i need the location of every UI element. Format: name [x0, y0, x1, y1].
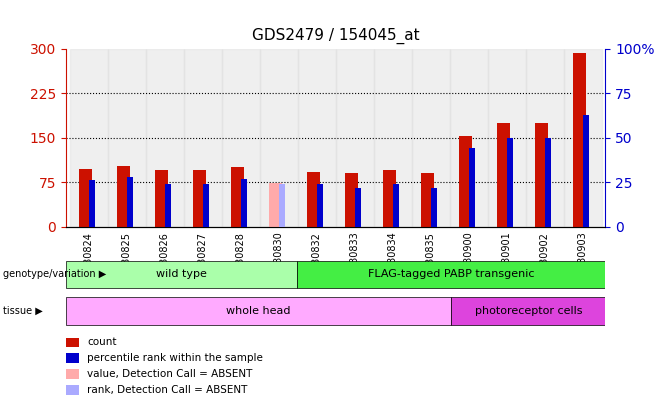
Bar	[420, 173, 434, 227]
Bar	[222, 49, 260, 227]
Bar	[165, 184, 170, 227]
Bar	[355, 188, 361, 227]
Bar	[307, 172, 320, 227]
Bar	[449, 49, 488, 227]
Bar	[297, 49, 336, 227]
Bar	[66, 369, 79, 379]
Bar	[431, 188, 436, 227]
Bar	[260, 49, 297, 227]
Bar	[184, 49, 222, 227]
Bar	[534, 123, 548, 227]
Bar	[155, 171, 168, 227]
Bar	[66, 297, 451, 324]
Bar	[66, 354, 79, 363]
Text: genotype/variation ▶: genotype/variation ▶	[3, 269, 107, 279]
Text: whole head: whole head	[226, 306, 291, 316]
Text: percentile rank within the sample: percentile rank within the sample	[88, 353, 263, 363]
Bar	[145, 49, 184, 227]
Text: tissue ▶: tissue ▶	[3, 306, 43, 316]
Bar	[374, 49, 411, 227]
Text: wild type: wild type	[156, 269, 207, 279]
Bar	[451, 297, 605, 324]
Bar	[488, 49, 526, 227]
Text: count: count	[88, 337, 117, 347]
Bar	[70, 49, 108, 227]
Bar	[78, 168, 92, 227]
Bar	[526, 49, 563, 227]
Bar	[411, 49, 449, 227]
Bar	[279, 184, 284, 227]
Bar	[108, 49, 145, 227]
Text: value, Detection Call = ABSENT: value, Detection Call = ABSENT	[88, 369, 253, 379]
Bar	[459, 136, 472, 227]
Bar	[193, 171, 206, 227]
Bar	[230, 167, 244, 227]
Bar	[116, 166, 130, 227]
Bar	[563, 49, 601, 227]
Bar	[66, 385, 79, 395]
Bar	[268, 183, 282, 227]
Bar	[336, 49, 374, 227]
Bar	[89, 181, 95, 227]
Bar	[345, 173, 358, 227]
Bar	[127, 177, 132, 227]
Bar	[497, 123, 510, 227]
Bar	[393, 184, 399, 227]
Bar	[241, 179, 247, 227]
Title: GDS2479 / 154045_at: GDS2479 / 154045_at	[252, 28, 419, 45]
Bar	[545, 138, 551, 227]
Bar	[382, 171, 396, 227]
Bar	[203, 184, 209, 227]
Bar	[469, 148, 474, 227]
Bar	[507, 138, 513, 227]
Bar	[66, 338, 79, 347]
Bar	[572, 53, 586, 227]
Bar	[66, 261, 297, 288]
Bar	[297, 261, 605, 288]
Bar	[317, 184, 322, 227]
Bar	[583, 115, 588, 227]
Text: FLAG-tagged PABP transgenic: FLAG-tagged PABP transgenic	[368, 269, 534, 279]
Text: photoreceptor cells: photoreceptor cells	[474, 306, 582, 316]
Text: rank, Detection Call = ABSENT: rank, Detection Call = ABSENT	[88, 385, 248, 395]
